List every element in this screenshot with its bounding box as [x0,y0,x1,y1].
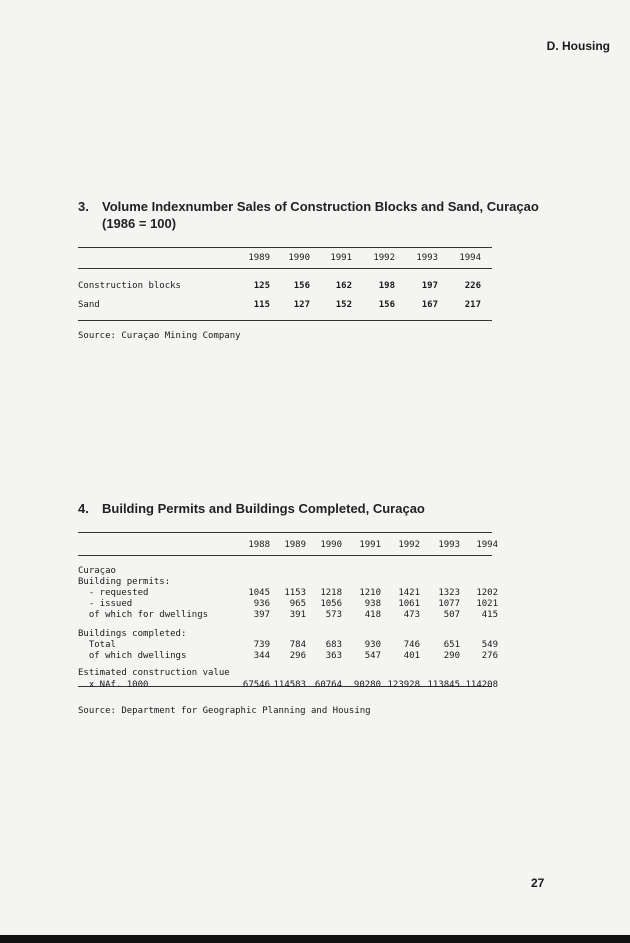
row-label: of which dwellings [78,651,187,661]
column-header-year: 1994 [476,540,498,550]
column-header-year: 1989 [248,253,270,263]
column-header-year: 1993 [438,540,460,550]
table-cell: 197 [421,281,438,291]
table-cell: 198 [378,281,395,291]
table4-title-text: Building Permits and Buildings Completed… [102,501,425,516]
table-cell: 739 [253,640,270,650]
table-cell: 418 [364,610,381,620]
table-cell: 344 [253,651,270,661]
table-cell: 547 [364,651,381,661]
table4-top-rule [78,532,492,533]
row-label: - requested [78,588,149,598]
table-cell: 415 [481,610,498,620]
table-cell: 938 [364,599,381,609]
table4-source: Source: Department for Geographic Planni… [78,706,371,716]
table-cell: 401 [403,651,420,661]
table-cell: 573 [325,610,342,620]
column-header-year: 1992 [398,540,420,550]
table-cell: 1210 [359,588,381,598]
column-header-year: 1993 [416,253,438,263]
column-header-year: 1994 [459,253,481,263]
table-cell: 290 [443,651,460,661]
row-label: Estimated construction value [78,668,230,678]
table-cell: 1421 [398,588,420,598]
table-cell: 123928 [387,680,420,690]
table-cell: 507 [443,610,460,620]
table-cell: 67546 [242,680,270,690]
table-cell: 60764 [314,680,342,690]
table-cell: 363 [325,651,342,661]
row-label: of which for dwellings [78,610,209,620]
table-cell: 1218 [320,588,342,598]
table-cell: 784 [289,640,306,650]
table-cell: 1061 [398,599,420,609]
table-cell: 125 [253,281,270,291]
table-cell: 1202 [476,588,498,598]
table-cell: 683 [325,640,342,650]
table-cell: 152 [335,300,352,310]
table-cell: 114583 [273,680,306,690]
table-cell: 651 [443,640,460,650]
table4-bottom-rule [78,686,492,687]
column-header-year: 1989 [284,540,306,550]
row-label: Curaçao [78,566,116,576]
table-cell: 965 [289,599,306,609]
table-cell: 549 [481,640,498,650]
column-header-year: 1988 [248,540,270,550]
table-cell: 90280 [353,680,381,690]
table3-title: 3. Volume Indexnumber Sales of Constructi… [78,198,539,232]
table-cell: 1056 [320,599,342,609]
column-header-year: 1990 [320,540,342,550]
page-number: 27 [531,876,545,890]
row-label: Construction blocks [78,281,181,291]
section-header: D. Housing [546,39,610,53]
table3-number: 3. [78,199,89,214]
table-cell: 156 [293,281,310,291]
table4-title: 4. Building Permits and Buildings Complet… [78,500,425,517]
row-label: Building permits: [78,577,171,587]
table-cell: 1077 [438,599,460,609]
table-cell: 276 [481,651,498,661]
column-header-year: 1992 [373,253,395,263]
table-cell: 217 [464,300,481,310]
table3-title-line2: (1986 = 100) [102,216,177,231]
table-cell: 1021 [476,599,498,609]
column-header-year: 1991 [359,540,381,550]
table-cell: 1045 [248,588,270,598]
table3-top-rule [78,247,492,248]
table-cell: 1323 [438,588,460,598]
table-cell: 391 [289,610,306,620]
table-cell: 397 [253,610,270,620]
table-cell: 746 [403,640,420,650]
table-cell: 156 [378,300,395,310]
table-cell: 114208 [465,680,498,690]
row-label: Sand [78,300,100,310]
table4-header-rule [78,555,492,556]
table-cell: 936 [253,599,270,609]
table3-source: Source: Curaçao Mining Company [78,331,241,341]
table-cell: 1153 [284,588,306,598]
table3-bottom-rule [78,320,492,321]
table-cell: 167 [421,300,438,310]
table-cell: 162 [335,281,352,291]
scan-edge [0,935,630,943]
table4-number: 4. [78,501,89,516]
table3-title-line1: Volume Indexnumber Sales of Construction… [102,199,539,214]
table3-header-rule [78,268,492,269]
table-cell: 115 [253,300,270,310]
table-cell: 473 [403,610,420,620]
table-cell: 113845 [427,680,460,690]
column-header-year: 1990 [288,253,310,263]
table-cell: 930 [364,640,381,650]
table-cell: 226 [464,281,481,291]
row-label: x NAf. 1000 [78,680,149,690]
row-label: Buildings completed: [78,629,187,639]
column-header-year: 1991 [330,253,352,263]
table-cell: 296 [289,651,306,661]
row-label: Total [78,640,116,650]
row-label: - issued [78,599,133,609]
table-cell: 127 [293,300,310,310]
